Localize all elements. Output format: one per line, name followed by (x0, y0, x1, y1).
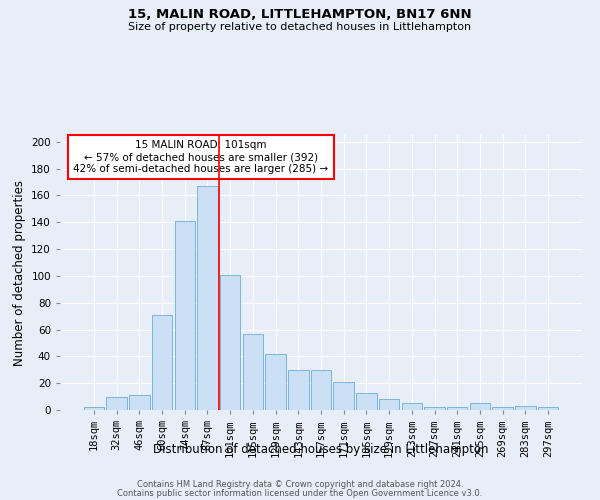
Text: 15 MALIN ROAD: 101sqm
← 57% of detached houses are smaller (392)
42% of semi-det: 15 MALIN ROAD: 101sqm ← 57% of detached … (73, 140, 329, 173)
Bar (84, 408, 104, 410)
Bar (175, 221, 195, 410)
Bar (447, 408, 467, 410)
Bar (197, 186, 218, 410)
Bar (220, 274, 241, 410)
Bar (152, 315, 172, 410)
Bar (311, 370, 331, 410)
Bar (356, 392, 377, 410)
Text: Distribution of detached houses by size in Littlehampton: Distribution of detached houses by size … (153, 442, 489, 456)
Bar (379, 400, 400, 410)
Text: Contains public sector information licensed under the Open Government Licence v3: Contains public sector information licen… (118, 489, 482, 498)
Text: Size of property relative to detached houses in Littlehampton: Size of property relative to detached ho… (128, 22, 472, 32)
Text: 15, MALIN ROAD, LITTLEHAMPTON, BN17 6NN: 15, MALIN ROAD, LITTLEHAMPTON, BN17 6NN (128, 8, 472, 20)
Bar (288, 370, 308, 410)
Bar (334, 382, 354, 410)
Bar (401, 404, 422, 410)
Bar (129, 395, 149, 410)
Bar (470, 404, 490, 410)
Bar (493, 408, 513, 410)
Bar (265, 354, 286, 410)
Bar (538, 408, 558, 410)
Text: Contains HM Land Registry data © Crown copyright and database right 2024.: Contains HM Land Registry data © Crown c… (137, 480, 463, 489)
Bar (242, 334, 263, 410)
Bar (424, 408, 445, 410)
Y-axis label: Number of detached properties: Number of detached properties (13, 180, 26, 366)
Bar (106, 396, 127, 410)
Bar (515, 406, 536, 410)
